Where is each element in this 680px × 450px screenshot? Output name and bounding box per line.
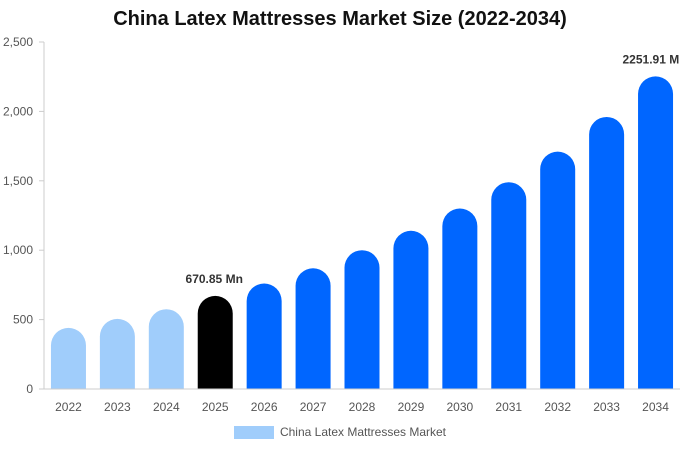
- x-tick-label: 2029: [398, 400, 425, 414]
- x-tick-label: 2024: [153, 400, 180, 414]
- y-tick-label: 1,500: [3, 174, 33, 188]
- x-axis: 2022 2023 2024 2025 2026 2027 2028 2029 2030 2031…: [44, 388, 680, 414]
- bar-2029: [393, 230, 429, 389]
- x-tick-label: 2030: [446, 400, 473, 414]
- bar-2032: [540, 151, 576, 389]
- legend-swatch: [233, 425, 274, 439]
- data-label-2034: 2251.91 Mn: [623, 52, 680, 66]
- x-tick-label: 2022: [55, 400, 82, 414]
- bar-2022: [50, 327, 86, 389]
- bar-2028: [344, 250, 380, 389]
- data-label-2025: 670.85 Mn: [186, 272, 243, 286]
- legend: China Latex Mattresses Market: [0, 425, 680, 439]
- bar-2026: [246, 283, 282, 389]
- bar-2034: [638, 76, 674, 390]
- x-tick-label: 2033: [593, 400, 620, 414]
- y-axis: 0 500 1,000 1,500 2,000 2,500: [3, 35, 45, 396]
- x-tick-label: 2034: [642, 400, 669, 414]
- bar-2031: [491, 182, 527, 389]
- bar-2027: [295, 268, 331, 389]
- bar-2023: [99, 318, 135, 389]
- x-tick-label: 2032: [544, 400, 571, 414]
- bar-2030: [442, 208, 478, 389]
- x-tick-label: 2025: [202, 400, 229, 414]
- bar-2033: [589, 116, 625, 389]
- data-labels: 670.85 Mn 2251.91 Mn: [186, 52, 680, 285]
- y-tick-label: 500: [13, 313, 33, 327]
- x-tick-label: 2031: [495, 400, 522, 414]
- x-tick-label: 2023: [104, 400, 131, 414]
- bars: [50, 76, 674, 390]
- y-tick-label: 2,500: [3, 35, 33, 49]
- y-tick-label: 0: [26, 382, 33, 396]
- chart-title: China Latex Mattresses Market Size (2022…: [113, 8, 567, 30]
- x-tick-label: 2026: [251, 400, 278, 414]
- x-tick-label: 2027: [300, 400, 327, 414]
- legend-label: China Latex Mattresses Market: [279, 425, 447, 439]
- y-tick-label: 2,000: [3, 104, 33, 118]
- x-tick-label: 2028: [349, 400, 376, 414]
- y-tick-label: 1,000: [3, 243, 33, 257]
- bar-2024: [148, 309, 184, 389]
- bar-2025: [197, 295, 233, 389]
